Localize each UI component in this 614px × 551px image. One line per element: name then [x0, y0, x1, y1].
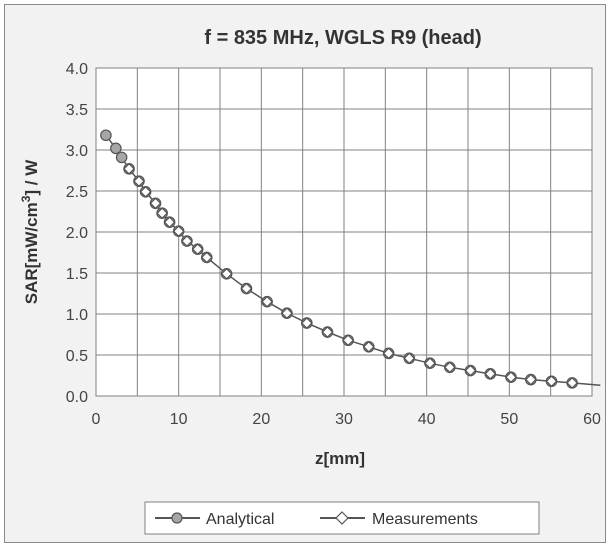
legend-label-measurements: Measurements [372, 511, 478, 528]
measurement-point [200, 251, 213, 264]
measurement-point [163, 216, 176, 229]
measurement-point [240, 282, 253, 295]
y-axis-label: SAR[mW/cm3] / W [19, 159, 41, 305]
x-tick-label: 50 [500, 411, 518, 428]
x-tick-label: 10 [170, 411, 188, 428]
measurement-point [403, 352, 416, 365]
y-axis-label-part-2: ] / W [22, 159, 41, 196]
measurement-point [545, 375, 558, 388]
analytical-point [100, 129, 112, 142]
measurement-point [342, 334, 354, 347]
measurement-point [149, 197, 162, 210]
measurement-point [172, 225, 185, 238]
y-tick-label: 3.0 [66, 143, 88, 160]
measurement-point [484, 368, 497, 380]
x-axis-label: z[mm] [315, 449, 365, 468]
measurement-point [362, 340, 375, 353]
legend-label-analytical: Analytical [206, 511, 274, 528]
measurement-point [156, 207, 168, 219]
x-tick-label: 0 [92, 411, 101, 428]
legend: Analytical Measurements [144, 501, 540, 535]
y-tick-labels: 0.0 0.5 1.0 1.5 2.0 2.5 3.0 3.5 4.0 [66, 61, 88, 406]
y-tick-label: 3.5 [66, 102, 88, 119]
measurement-point [524, 373, 537, 386]
y-tick-label: 0.0 [66, 389, 88, 406]
analytical-point [115, 151, 128, 164]
measurement-point [133, 175, 145, 188]
measurement-point [321, 326, 334, 338]
legend-marker-analytical [171, 512, 183, 524]
measurement-point [382, 347, 395, 360]
measurement-point [181, 235, 193, 247]
measurement-point [505, 371, 517, 383]
measurement-point [139, 185, 152, 198]
legend-marker-measurements [335, 511, 349, 525]
x-tick-label: 60 [583, 411, 601, 428]
x-tick-label: 20 [252, 411, 270, 428]
y-tick-label: 2.5 [66, 184, 88, 201]
series-layer [100, 129, 601, 389]
y-tick-label: 0.5 [66, 348, 88, 365]
chart-title: f = 835 MHz, WGLS R9 (head) [204, 27, 481, 49]
measurement-point [123, 163, 135, 175]
y-axis-label-superscript: 3 [19, 195, 33, 202]
x-tick-label: 30 [335, 411, 353, 428]
y-tick-label: 1.5 [66, 266, 88, 283]
measurement-point [261, 295, 273, 308]
y-tick-label: 2.0 [66, 225, 88, 242]
measurement-point [443, 361, 456, 374]
y-tick-label: 4.0 [66, 61, 88, 78]
measurement-point [191, 243, 204, 256]
analytical-point [110, 142, 122, 155]
measurement-point [566, 377, 579, 389]
x-tick-labels: 0 10 20 30 40 50 60 [92, 411, 601, 428]
measurement-point [220, 267, 233, 280]
measurement-point [281, 307, 293, 320]
y-tick-label: 1.0 [66, 307, 88, 324]
x-tick-label: 40 [418, 411, 436, 428]
measurement-point [464, 364, 477, 377]
measurement-point [424, 357, 436, 370]
measurement-point [300, 317, 313, 329]
y-axis-label-part-1: SAR[mW/cm [22, 202, 41, 304]
